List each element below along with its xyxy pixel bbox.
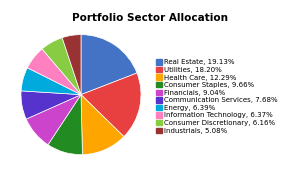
Wedge shape — [62, 35, 81, 95]
Wedge shape — [42, 38, 81, 95]
Wedge shape — [26, 95, 81, 145]
Wedge shape — [81, 35, 137, 95]
Wedge shape — [27, 49, 81, 95]
Legend: Real Estate, 19.13%, Utilities, 18.20%, Health Care, 12.29%, Consumer Staples, 9: Real Estate, 19.13%, Utilities, 18.20%, … — [156, 59, 278, 134]
Wedge shape — [21, 68, 81, 95]
Wedge shape — [48, 95, 82, 155]
Text: Portfolio Sector Allocation: Portfolio Sector Allocation — [72, 13, 228, 23]
Wedge shape — [81, 73, 141, 137]
Wedge shape — [21, 91, 81, 119]
Wedge shape — [81, 95, 124, 155]
